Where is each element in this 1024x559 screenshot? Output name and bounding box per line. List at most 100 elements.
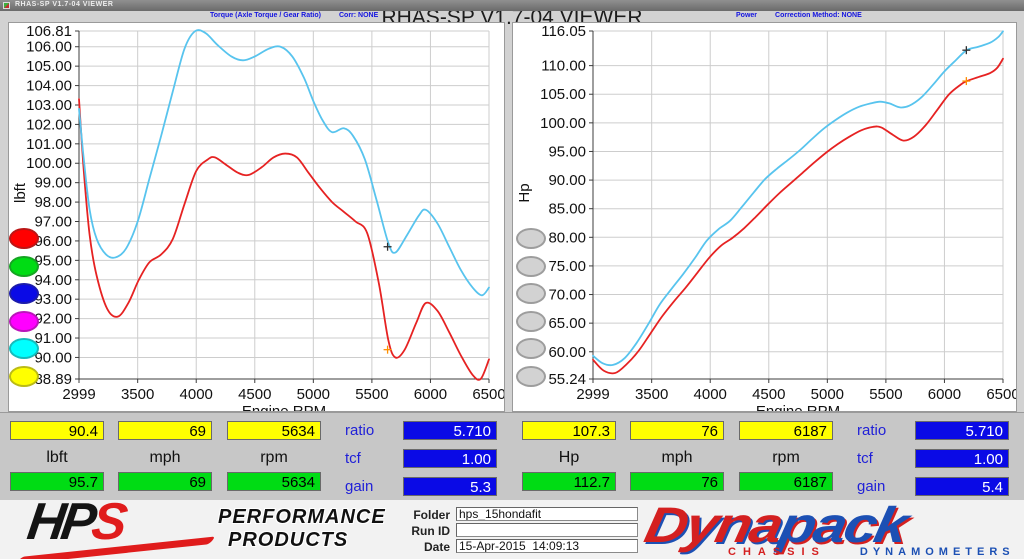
app-icon xyxy=(3,2,10,9)
svg-text:105.00: 105.00 xyxy=(26,58,72,75)
legend-oval-gray-3[interactable] xyxy=(516,283,546,304)
torque-gain-label: gain xyxy=(345,478,374,495)
svg-text:98.00: 98.00 xyxy=(34,194,72,211)
power-chart[interactable]: 116.05 110.00 105.00 100.00 95.00 90.00 85.00 8… xyxy=(513,23,1016,411)
power-gain-value-cell: 5.4 xyxy=(915,477,1009,496)
dynapack-blue-text: pack xyxy=(774,497,912,553)
svg-text:5000: 5000 xyxy=(811,386,844,403)
legend-oval-yellow[interactable] xyxy=(9,366,39,387)
svg-text:Engine RPM: Engine RPM xyxy=(756,403,840,411)
svg-text:4500: 4500 xyxy=(752,386,785,403)
svg-text:93.00: 93.00 xyxy=(34,291,72,308)
svg-text:Engine RPM: Engine RPM xyxy=(242,403,326,411)
power-cursor2-value-cell: 112.7 xyxy=(522,472,616,491)
svg-text:55.24: 55.24 xyxy=(548,371,586,388)
svg-text:92.00: 92.00 xyxy=(34,311,72,328)
torque-chart-panel[interactable]: 106.81 106.00 105.00 104.00 103.00 102.00 101.… xyxy=(8,22,505,412)
date-input[interactable] xyxy=(456,539,638,553)
power-header-label: Power xyxy=(736,12,758,19)
svg-text:6500: 6500 xyxy=(472,386,504,403)
footer: HPS PERFORMANCE PRODUCTS Folder Run ID D… xyxy=(0,493,1024,559)
svg-text:70.00: 70.00 xyxy=(548,287,586,304)
power-tcf-label: tcf xyxy=(857,450,873,467)
legend-oval-gray-5[interactable] xyxy=(516,338,546,359)
svg-text:4000: 4000 xyxy=(180,386,213,403)
svg-text:3500: 3500 xyxy=(635,386,668,403)
svg-text:Hp: Hp xyxy=(516,183,533,202)
hps-performance-text: PERFORMANCE xyxy=(218,506,386,528)
power-unit-label: Hp xyxy=(558,449,580,466)
svg-text:75.00: 75.00 xyxy=(548,258,586,275)
torque-header-label: Torque (Axle Torque / Gear Ratio) xyxy=(210,12,321,19)
power-rpm-label: rpm xyxy=(772,449,800,466)
svg-text:6000: 6000 xyxy=(928,386,961,403)
svg-text:106.00: 106.00 xyxy=(26,39,72,56)
svg-text:6500: 6500 xyxy=(986,386,1016,403)
legend-oval-cyan[interactable] xyxy=(9,338,39,359)
torque-cursor1-rpm-cell: 5634 xyxy=(227,421,321,440)
legend-oval-gray-6[interactable] xyxy=(516,366,546,387)
svg-text:2999: 2999 xyxy=(576,386,609,403)
power-cursor2-rpm-cell: 6187 xyxy=(739,472,833,491)
runid-input[interactable] xyxy=(456,523,638,537)
svg-text:90.00: 90.00 xyxy=(548,172,586,189)
svg-text:90.00: 90.00 xyxy=(34,349,72,366)
folder-input[interactable] xyxy=(456,507,638,521)
power-chart-panel[interactable]: 116.05 110.00 105.00 100.00 95.00 90.00 85.00 8… xyxy=(512,22,1017,412)
legend-oval-gray-4[interactable] xyxy=(516,311,546,332)
svg-text:110.00: 110.00 xyxy=(541,58,586,75)
svg-text:5000: 5000 xyxy=(297,386,330,403)
legend-oval-green[interactable] xyxy=(9,256,39,277)
legend-oval-red[interactable] xyxy=(9,228,39,249)
svg-text:96.00: 96.00 xyxy=(34,233,72,250)
svg-text:105.00: 105.00 xyxy=(540,86,586,103)
svg-text:100.00: 100.00 xyxy=(26,155,72,172)
svg-text:116.05: 116.05 xyxy=(541,23,586,40)
power-cursor1-mph-cell: 76 xyxy=(630,421,724,440)
svg-text:101.00: 101.00 xyxy=(26,136,72,153)
readout-tables: 90.4 69 5634 lbft mph rpm 95.7 69 5634 r… xyxy=(0,412,1024,502)
svg-text:5500: 5500 xyxy=(869,386,902,403)
torque-cursor2-mph-cell: 69 xyxy=(118,472,212,491)
torque-gain-value-cell: 5.3 xyxy=(403,477,497,496)
power-cursor2-mph-cell: 76 xyxy=(630,472,724,491)
legend-oval-magenta[interactable] xyxy=(9,311,39,332)
torque-ratio-label: ratio xyxy=(345,422,375,439)
svg-text:99.00: 99.00 xyxy=(34,175,72,192)
torque-mph-label: mph xyxy=(149,449,181,466)
hps-letters-black: HP xyxy=(23,493,97,551)
power-ratio-label: ratio xyxy=(857,422,887,439)
power-tcf-value-cell: 1.00 xyxy=(915,449,1009,468)
svg-text:3500: 3500 xyxy=(121,386,154,403)
svg-text:104.00: 104.00 xyxy=(26,78,72,95)
svg-text:65.00: 65.00 xyxy=(548,315,586,332)
power-gain-label: gain xyxy=(857,478,886,495)
date-label: Date xyxy=(423,540,450,554)
power-corr-label: Correction Method: NONE xyxy=(775,12,862,19)
legend-oval-blue[interactable] xyxy=(9,283,39,304)
svg-text:60.00: 60.00 xyxy=(548,344,586,361)
svg-text:88.89: 88.89 xyxy=(34,371,72,388)
titlebar[interactable]: RHAS-SP V1.7-04 VIEWER xyxy=(0,0,1024,11)
svg-text:94.00: 94.00 xyxy=(34,272,72,289)
svg-text:102.00: 102.00 xyxy=(26,116,72,133)
torque-cursor2-value-cell: 95.7 xyxy=(10,472,104,491)
svg-text:lbft: lbft xyxy=(12,182,29,203)
dynapack-chassis-text: CHASSIS xyxy=(728,546,826,558)
svg-text:103.00: 103.00 xyxy=(26,97,72,114)
titlebar-title: RHAS-SP V1.7-04 VIEWER xyxy=(15,1,114,8)
power-mph-label: mph xyxy=(661,449,693,466)
torque-ratio-value-cell: 5.710 xyxy=(403,421,497,440)
svg-text:80.00: 80.00 xyxy=(548,229,586,246)
power-ratio-value-cell: 5.710 xyxy=(915,421,1009,440)
torque-unit-label: lbft xyxy=(46,449,68,466)
legend-oval-gray-1[interactable] xyxy=(516,228,546,249)
svg-text:85.00: 85.00 xyxy=(548,201,586,218)
legend-oval-gray-2[interactable] xyxy=(516,256,546,277)
dynapack-dynamometers-text: DYNAMOMETERS xyxy=(859,546,1015,558)
torque-cursor1-mph-cell: 69 xyxy=(118,421,212,440)
dynapack-red-text: Dyna xyxy=(639,497,787,553)
svg-text:4500: 4500 xyxy=(238,386,271,403)
